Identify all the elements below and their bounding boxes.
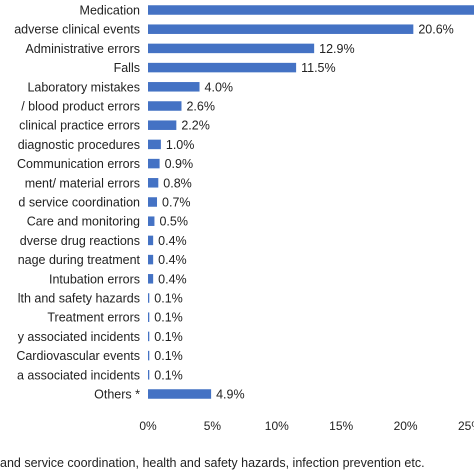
bar: [148, 158, 160, 169]
value-label: 0.8%: [163, 176, 192, 190]
x-tick-label: 25%: [458, 419, 474, 433]
value-label: 2.6%: [186, 100, 215, 114]
bar: [148, 216, 155, 226]
bar: [148, 82, 200, 92]
category-label: Administrative errors: [25, 42, 140, 56]
category-label: ment/ material errors: [25, 176, 140, 190]
x-tick-label: 5%: [204, 419, 222, 433]
x-tick-label: 10%: [265, 419, 289, 433]
value-label: 4.0%: [205, 80, 234, 94]
category-label: Treatment errors: [47, 311, 140, 325]
value-label: 12.9%: [319, 42, 354, 56]
category-label: / blood product errors: [21, 100, 140, 114]
bar: [148, 389, 212, 399]
bar: [148, 43, 315, 54]
bar: [148, 254, 154, 265]
bars-group: [148, 5, 474, 399]
value-label: 11.5%: [301, 61, 336, 75]
value-label: 0.7%: [162, 196, 191, 210]
bar: [148, 370, 150, 380]
x-tick-label: 20%: [394, 419, 418, 433]
category-labels-group: Medication adverse clinical events Adminis…: [14, 4, 140, 402]
bar: [148, 312, 150, 322]
category-label: Others *: [94, 388, 140, 402]
value-label: 0.1%: [154, 368, 183, 382]
value-labels-group: 20.6% 12.9% 11.5% 4.0% 2.6% 2.2% 1.0% 0.9% 0.8% 0…: [154, 23, 453, 402]
value-label: 0.1%: [154, 349, 183, 363]
value-label: 2.2%: [181, 119, 210, 133]
category-label: Falls: [114, 61, 140, 75]
category-label: y associated incidents: [18, 330, 140, 344]
category-label: dverse drug reactions: [20, 234, 140, 248]
category-label: Care and monitoring: [27, 215, 140, 229]
x-tick-label: 0%: [139, 419, 157, 433]
value-label: 20.6%: [418, 23, 453, 37]
bar: [148, 62, 297, 73]
bar: [148, 5, 474, 15]
category-label: diagnostic procedures: [18, 138, 140, 152]
category-label: adverse clinical events: [14, 23, 140, 37]
category-label: clinical practice errors: [19, 119, 140, 133]
category-label: Intubation errors: [49, 272, 140, 286]
category-label: Cardiovascular events: [16, 349, 140, 363]
category-label: d service coordination: [18, 196, 140, 210]
category-label: Communication errors: [17, 157, 140, 171]
category-label: lth and safety hazards: [18, 292, 140, 306]
x-tick-label: 15%: [329, 419, 353, 433]
bar: [148, 274, 154, 284]
value-label: 0.4%: [158, 234, 187, 248]
category-label: Laboratory mistakes: [27, 80, 140, 94]
bar: [148, 293, 150, 303]
bar: [148, 197, 158, 207]
value-label: 0.1%: [154, 311, 183, 325]
bar: [148, 139, 161, 150]
category-label: Medication: [80, 4, 140, 18]
footnote: and service coordination, health and saf…: [0, 456, 425, 470]
value-label: 0.1%: [154, 292, 183, 306]
value-label: 1.0%: [166, 138, 195, 152]
value-label: 0.4%: [158, 272, 187, 286]
category-label: nage during treatment: [18, 253, 141, 267]
x-tick-labels-group: 0% 5% 10% 15% 20% 25%: [139, 419, 474, 433]
bar: [148, 101, 182, 111]
value-label: 0.1%: [154, 330, 183, 344]
bar: [148, 178, 159, 188]
bar: [148, 24, 414, 34]
value-label: 0.9%: [165, 157, 194, 171]
bar: [148, 350, 150, 361]
value-label: 4.9%: [216, 388, 245, 402]
bar: [148, 331, 150, 342]
category-label: a associated incidents: [17, 368, 140, 382]
bar: [148, 120, 177, 130]
bar: [148, 235, 154, 246]
value-label: 0.5%: [159, 215, 188, 229]
value-label: 0.4%: [158, 253, 187, 267]
